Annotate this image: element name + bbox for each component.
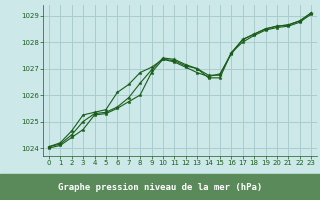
Text: Graphe pression niveau de la mer (hPa): Graphe pression niveau de la mer (hPa) <box>58 182 262 192</box>
